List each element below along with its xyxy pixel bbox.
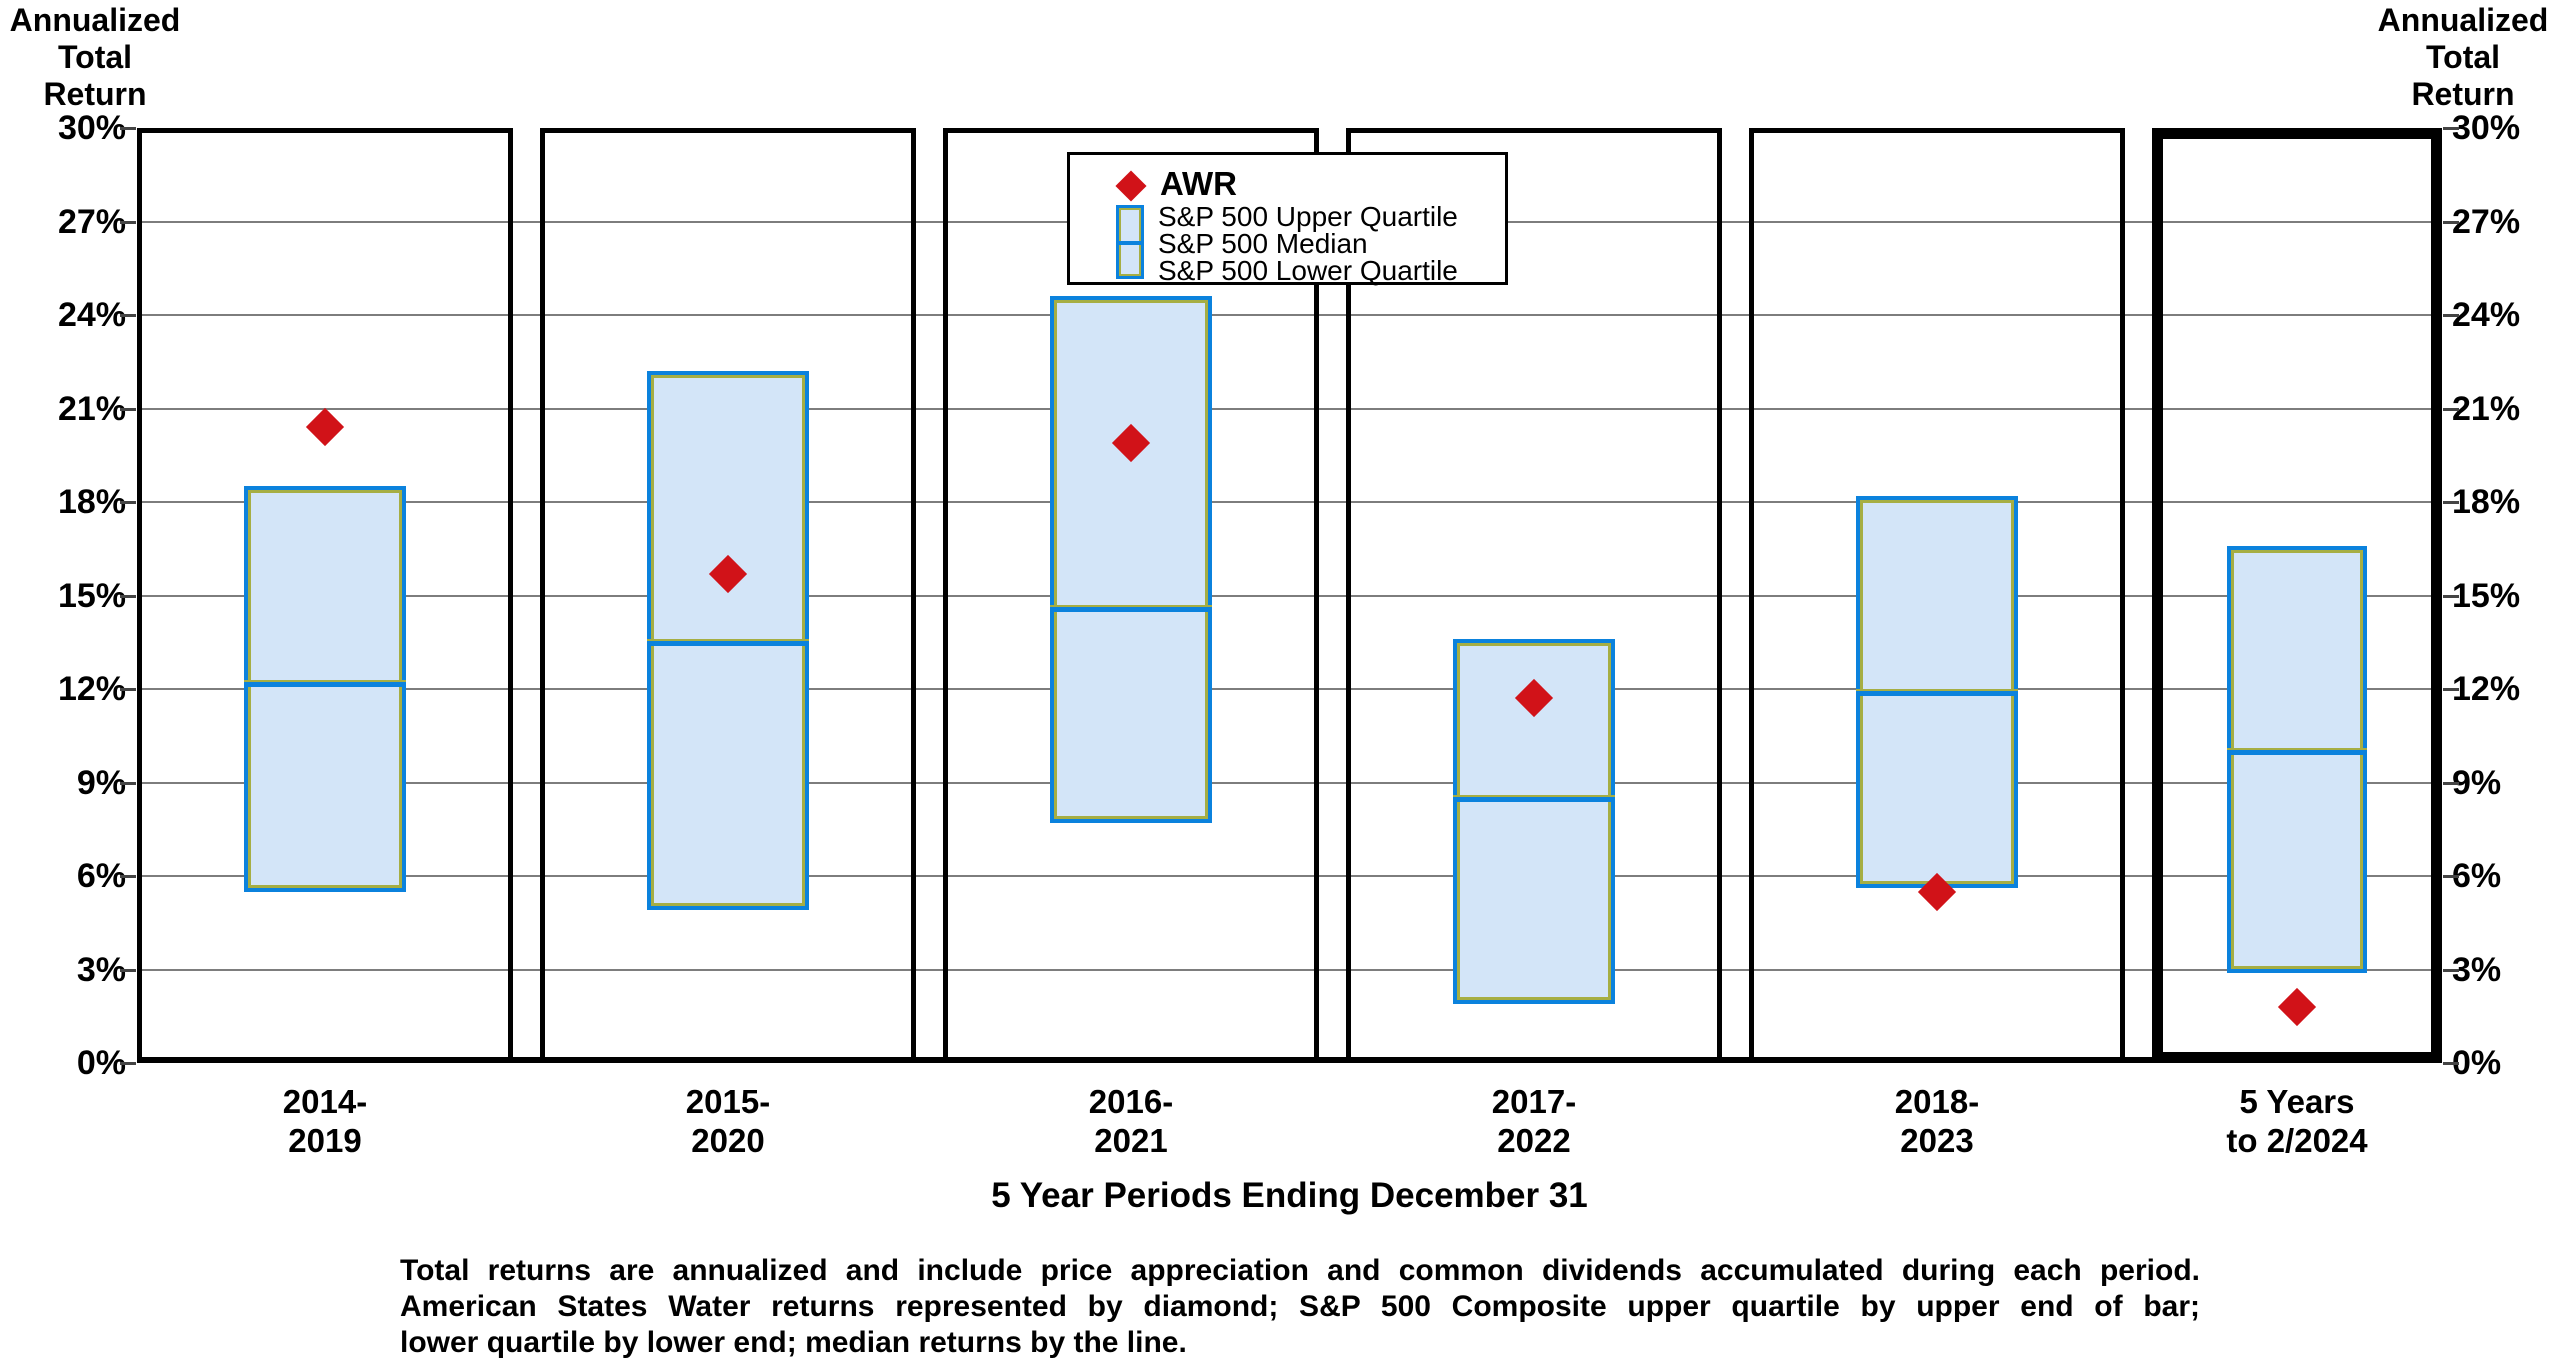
y-tick-mark-left [120, 688, 136, 691]
y-tick-label-right: 3% [2452, 950, 2502, 989]
y-tick-mark-right [2443, 220, 2459, 224]
y-tick-mark-right [2443, 314, 2459, 317]
y-tick-mark-right [2443, 407, 2459, 411]
quartile-box [1453, 639, 1615, 1004]
y-tick-mark-left [120, 314, 136, 317]
legend-awr-label: AWR [1160, 165, 1237, 202]
y-tick-mark-left [120, 1062, 136, 1065]
y-tick-mark-left [120, 594, 136, 598]
y-tick-mark-right [2443, 968, 2459, 972]
y-tick-mark-left [120, 781, 136, 785]
legend-quartile-box-icon [1116, 205, 1144, 279]
y-tick-mark-left [120, 407, 136, 411]
y-tick-label-left: 9% [76, 763, 126, 802]
y-tick-mark-left [120, 501, 136, 504]
gridline [137, 688, 2442, 690]
y-tick-mark-left [120, 968, 136, 972]
legend-upper-quartile-label: S&P 500 Upper Quartile [1158, 201, 1458, 232]
y-tick-mark-right [2443, 781, 2459, 785]
y-tick-mark-right [2443, 594, 2459, 598]
gridline [137, 875, 2442, 877]
median-line [244, 679, 406, 687]
y-tick-label-left: 12% [57, 670, 126, 708]
footnote: Total returns are annualized and include… [400, 1253, 2200, 1361]
y-tick-mark-right [2443, 875, 2459, 878]
y-tick-mark-right [2443, 1062, 2459, 1065]
y-tick-mark-right [2443, 501, 2459, 504]
quartile-box [1050, 296, 1212, 823]
plot-area [137, 128, 2442, 1063]
y-tick-mark-left [120, 220, 136, 224]
quartile-box [2227, 545, 2367, 973]
right-axis-title: Annualized Total Return [2377, 2, 2549, 112]
y-tick-label-left: 15% [57, 576, 126, 615]
period-panel [1749, 128, 2125, 1063]
y-tick-label-right: 15% [2452, 576, 2521, 615]
footnote-line: lower quartile by lower end; median retu… [400, 1326, 1187, 1359]
x-tick-label: 2016- 2021 [1088, 1083, 1174, 1159]
median-line [647, 639, 809, 647]
x-tick-label: 2015- 2020 [685, 1083, 771, 1159]
y-tick-label-right: 6% [2452, 857, 2502, 895]
y-tick-label-left: 30% [57, 109, 126, 147]
y-tick-label-left: 24% [57, 296, 126, 334]
x-tick-label: 2014- 2019 [282, 1083, 368, 1159]
y-tick-label-left: 21% [57, 389, 126, 428]
x-axis-title: 5 Year Periods Ending December 31 [991, 1176, 1588, 1215]
median-line [2227, 748, 2367, 756]
y-tick-label-left: 0% [76, 1044, 126, 1082]
median-line [1050, 604, 1212, 612]
median-line [1453, 795, 1615, 803]
y-tick-mark-right [2443, 688, 2459, 691]
quartile-box [244, 486, 406, 892]
footnote-line: Total returns are annualized and include… [400, 1254, 2200, 1287]
y-tick-label-right: 21% [2452, 389, 2521, 428]
gridline [137, 314, 2442, 316]
period-panel [943, 128, 1319, 1063]
gridline [137, 594, 2442, 597]
y-tick-label-left: 6% [76, 857, 126, 895]
y-tick-label-right: 18% [2452, 483, 2521, 521]
y-tick-label-left: 18% [57, 483, 126, 521]
y-tick-mark-left [120, 875, 136, 878]
legend: AWR S&P 500 Upper Quartile S&P 500 Media… [1067, 152, 1508, 285]
period-panel [2152, 128, 2442, 1063]
legend-lower-quartile-label: S&P 500 Lower Quartile [1158, 255, 1458, 286]
left-axis-title: Annualized Total Return [9, 2, 181, 112]
period-panel [1346, 128, 1722, 1063]
period-panel [137, 128, 513, 1063]
y-tick-label-right: 0% [2452, 1044, 2502, 1082]
footnote-line: American States Water returns represente… [400, 1290, 2200, 1323]
y-tick-label-left: 3% [76, 950, 126, 989]
y-tick-label-right: 9% [2452, 763, 2502, 802]
y-tick-mark-left [120, 127, 136, 130]
y-tick-label-right: 24% [2452, 296, 2521, 334]
y-tick-label-right: 27% [2452, 202, 2521, 241]
median-line [1856, 689, 2018, 697]
y-tick-label-left: 27% [57, 202, 126, 241]
x-tick-label: 2018- 2023 [1894, 1083, 1980, 1159]
gridline [137, 781, 2442, 784]
gridline [137, 407, 2442, 410]
gridline [137, 501, 2442, 503]
gridline [137, 968, 2442, 971]
legend-awr-diamond-icon [1115, 170, 1147, 202]
period-panel [540, 128, 916, 1063]
legend-median-label: S&P 500 Median [1158, 228, 1368, 259]
x-tick-label: 5 Years to 2/2024 [2226, 1083, 2368, 1159]
x-tick-label: 2017- 2022 [1491, 1083, 1577, 1159]
y-tick-label-right: 12% [2452, 670, 2521, 708]
y-tick-mark-right [2443, 127, 2459, 130]
y-tick-label-right: 30% [2452, 109, 2521, 147]
